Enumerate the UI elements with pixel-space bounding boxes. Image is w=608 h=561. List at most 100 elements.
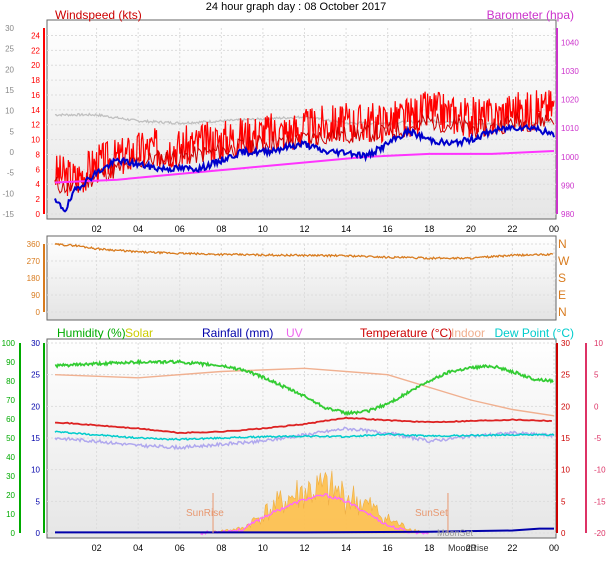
humidity-tick-label: 40 bbox=[6, 453, 15, 462]
windspeed-tick-label: 22 bbox=[31, 46, 40, 55]
humidity-tick-label: 80 bbox=[6, 377, 15, 386]
indoor-label: Indoor bbox=[451, 326, 485, 340]
right-temp-tick-label: -10 bbox=[594, 466, 606, 475]
windspeed-tick-label: 2 bbox=[36, 195, 41, 204]
temperature-x-tick-label: 00 bbox=[549, 543, 559, 553]
direction-compass-label: N bbox=[558, 305, 567, 319]
humidity-tick-label: 20 bbox=[6, 491, 15, 500]
temperature-tick-label: 20 bbox=[561, 402, 570, 411]
humidity-tick-label: 10 bbox=[6, 510, 15, 519]
windspeed-tick-label: 18 bbox=[31, 76, 40, 85]
temperature-x-tick-label: 14 bbox=[341, 543, 351, 553]
windspeed-avg-line bbox=[54, 111, 555, 194]
temperature-x-tick-label: 08 bbox=[216, 543, 226, 553]
blue-series-line bbox=[54, 123, 555, 213]
dewpoint-label: Dew Point (°C) bbox=[495, 326, 574, 340]
far-left-tick-label: 30 bbox=[5, 24, 14, 33]
far-left-tick-label: 10 bbox=[5, 107, 14, 116]
right-temp-tick-label: 5 bbox=[594, 371, 599, 380]
dewpoint-line bbox=[54, 430, 555, 441]
rain-tick-label: 5 bbox=[36, 497, 41, 506]
sunrise-label: SunRise bbox=[186, 508, 224, 519]
windspeed-tick-label: 16 bbox=[31, 91, 40, 100]
temperature-x-tick-label: 04 bbox=[133, 543, 143, 553]
windspeed-line bbox=[54, 90, 555, 197]
sunset-label: SunSet bbox=[415, 508, 448, 519]
uv-line bbox=[200, 492, 429, 536]
far-left-tick-label: 5 bbox=[10, 127, 15, 136]
far-left-tick-label: -5 bbox=[7, 169, 15, 178]
rainfall-label: Rainfall (mm) bbox=[202, 326, 273, 340]
windspeed-tick-label: 4 bbox=[36, 180, 41, 189]
barometer-tick-label: 1010 bbox=[561, 124, 579, 133]
temperature-tick-label: 25 bbox=[561, 371, 570, 380]
barometer-tick-label: 1000 bbox=[561, 153, 579, 162]
right-temp-tick-label: -20 bbox=[594, 529, 606, 538]
right-temp-tick-label: 0 bbox=[594, 402, 599, 411]
temperature-x-tick-label: 10 bbox=[258, 543, 268, 553]
windspeed-tick-label: 0 bbox=[36, 210, 41, 219]
windspeed-tick-label: 8 bbox=[36, 150, 41, 159]
temperature-label: Temperature (°C) bbox=[360, 326, 452, 340]
direction-tick-label: 360 bbox=[27, 240, 41, 249]
wind-x-tick-label: 06 bbox=[175, 224, 185, 234]
windspeed-tick-label: 6 bbox=[36, 165, 41, 174]
windspeed-tick-label: 24 bbox=[31, 31, 40, 40]
wind-x-tick-label: 00 bbox=[549, 224, 559, 234]
temperature-tick-label: 10 bbox=[561, 466, 570, 475]
temperature-x-tick-label: 02 bbox=[92, 543, 102, 553]
rainfall-line bbox=[55, 527, 554, 534]
humidity-tick-label: 30 bbox=[6, 472, 15, 481]
humidity-tick-label: 70 bbox=[6, 396, 15, 405]
humidity-tick-label: 50 bbox=[6, 434, 15, 443]
humidity-tick-label: 100 bbox=[2, 339, 16, 348]
right-temp-tick-label: 10 bbox=[594, 339, 603, 348]
temperature-x-tick-label: 20 bbox=[466, 543, 476, 553]
rain-tick-label: 10 bbox=[31, 466, 40, 475]
chart-title: 24 hour graph day : 08 October 2017 bbox=[206, 1, 386, 13]
barometer-label: Barometer (hpa) bbox=[487, 8, 574, 22]
direction-tick-label: 90 bbox=[31, 291, 40, 300]
wind-x-tick-label: 08 bbox=[216, 224, 226, 234]
solar-area bbox=[200, 470, 430, 534]
wind-x-tick-label: 04 bbox=[133, 224, 143, 234]
temperature-x-tick-label: 06 bbox=[175, 543, 185, 553]
wind-x-tick-label: 12 bbox=[299, 224, 309, 234]
right-temp-tick-label: -5 bbox=[594, 434, 602, 443]
indoor-line bbox=[54, 367, 555, 417]
uv-label: UV bbox=[286, 326, 303, 340]
far-left-tick-label: -10 bbox=[2, 189, 14, 198]
windspeed-label: Windspeed (kts) bbox=[55, 8, 142, 22]
rain-tick-label: 0 bbox=[36, 529, 41, 538]
humidity-label: Humidity (%) bbox=[57, 326, 126, 340]
direction-compass-label: N bbox=[558, 237, 567, 251]
solar-label: Solar bbox=[125, 326, 153, 340]
temperature-line bbox=[54, 416, 552, 435]
rain-tick-label: 15 bbox=[31, 434, 40, 443]
barometer-tick-label: 1040 bbox=[561, 38, 579, 47]
temperature-tick-label: 5 bbox=[561, 497, 566, 506]
temperature-x-tick-label: 12 bbox=[299, 543, 309, 553]
temperature-x-tick-label: 22 bbox=[507, 543, 517, 553]
barometer-tick-label: 1030 bbox=[561, 67, 579, 76]
temperature-x-tick-label: 16 bbox=[383, 543, 393, 553]
wind-x-tick-label: 14 bbox=[341, 224, 351, 234]
windspeed-tick-label: 14 bbox=[31, 106, 40, 115]
humidity-tick-label: 0 bbox=[11, 529, 16, 538]
temperature-tick-label: 30 bbox=[561, 339, 570, 348]
wind-x-tick-label: 02 bbox=[92, 224, 102, 234]
windspeed-tick-label: 12 bbox=[31, 121, 40, 130]
wind-x-tick-label: 10 bbox=[258, 224, 268, 234]
direction-tick-label: 270 bbox=[27, 257, 41, 266]
far-left-tick-label: 20 bbox=[5, 65, 14, 74]
barometer-line bbox=[54, 150, 555, 184]
direction-compass-label: W bbox=[558, 254, 570, 268]
temperature-tick-label: 0 bbox=[561, 529, 566, 538]
temperature-x-tick-label: 18 bbox=[424, 543, 434, 553]
barometer-tick-label: 980 bbox=[561, 210, 575, 219]
direction-compass-label: E bbox=[558, 288, 566, 302]
humidity-line bbox=[54, 358, 554, 417]
far-left-tick-label: -15 bbox=[2, 210, 14, 219]
windspeed-tick-label: 10 bbox=[31, 136, 40, 145]
